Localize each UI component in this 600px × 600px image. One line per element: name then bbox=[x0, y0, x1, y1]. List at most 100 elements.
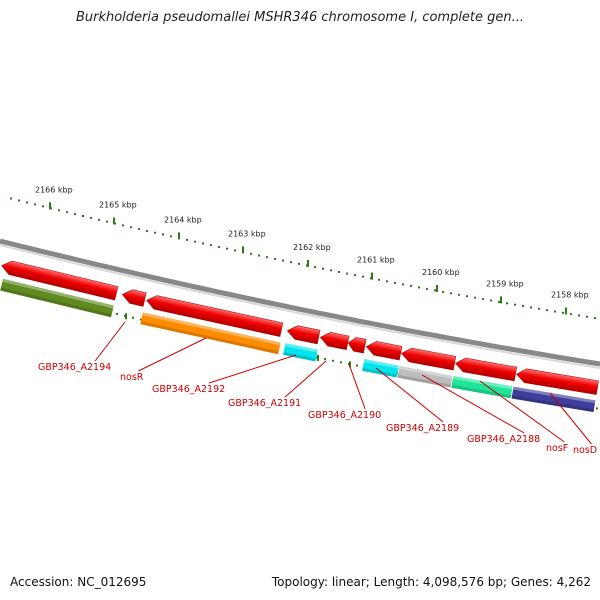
kbp-label: 2163 kbp bbox=[228, 229, 266, 238]
forward-gene-arrow bbox=[516, 368, 599, 395]
scale-dot bbox=[596, 407, 598, 410]
kbp-label: 2162 kbp bbox=[293, 243, 331, 252]
forward-gene-arrow bbox=[347, 337, 367, 354]
scale-dot bbox=[132, 316, 134, 319]
scale-dot bbox=[58, 209, 60, 212]
gene-leader-line bbox=[421, 374, 525, 434]
gene-label: GBP346_A2191 bbox=[228, 398, 301, 409]
forward-gene-arrow bbox=[455, 357, 518, 382]
scale-dot bbox=[146, 229, 148, 232]
gene-label: GBP346_A2190 bbox=[308, 410, 381, 421]
reverse-gene-bar bbox=[140, 312, 281, 355]
scale-dot bbox=[202, 242, 204, 245]
scale-dot bbox=[506, 302, 508, 305]
gene-leader-line bbox=[479, 380, 565, 443]
reverse-gene-bar bbox=[511, 386, 596, 413]
scale-dot bbox=[42, 205, 44, 208]
scale-dot bbox=[530, 306, 532, 309]
kbp-label: 2165 kbp bbox=[99, 201, 137, 210]
forward-gene-arrow bbox=[146, 295, 284, 337]
accession-text: Accession: NC_012695 bbox=[10, 575, 147, 589]
kbp-label: 2158 kbp bbox=[551, 290, 589, 299]
kbp-label: 2160 kbp bbox=[422, 268, 460, 277]
scale-dot bbox=[340, 361, 342, 364]
scale-dot bbox=[274, 257, 276, 260]
reverse-gene-bar bbox=[451, 375, 513, 399]
scale-dot bbox=[474, 296, 476, 299]
scale-dot bbox=[282, 259, 284, 262]
scale-dot bbox=[482, 298, 484, 301]
scale-dot bbox=[538, 307, 540, 310]
kbp-label: 2166 kbp bbox=[35, 185, 73, 194]
scale-dot bbox=[140, 318, 142, 321]
scale-dot bbox=[82, 214, 84, 217]
scale-dot bbox=[546, 309, 548, 312]
scale-dot bbox=[26, 201, 28, 204]
gene-leader-line bbox=[94, 321, 126, 362]
backbone-line bbox=[0, 238, 600, 367]
scale-dot bbox=[116, 312, 118, 315]
scale-dot bbox=[562, 311, 564, 314]
scale-dot bbox=[490, 299, 492, 302]
gene-label: GBP346_A2194 bbox=[38, 362, 111, 373]
scale-dot bbox=[18, 199, 20, 202]
forward-gene-arrow bbox=[365, 341, 403, 361]
gene-label: GBP346_A2192 bbox=[152, 384, 225, 395]
scale-dot bbox=[324, 358, 326, 361]
reverse-gene-bar bbox=[283, 343, 318, 362]
gene-label: nosR bbox=[120, 372, 144, 383]
scale-dot bbox=[322, 267, 324, 270]
scale-dot bbox=[402, 283, 404, 286]
gene-label: nosF bbox=[546, 443, 568, 454]
scale-dot bbox=[210, 244, 212, 247]
scale-dot bbox=[266, 256, 268, 259]
scale-dot bbox=[122, 224, 124, 227]
scale-dot bbox=[194, 240, 196, 243]
scale-dot bbox=[332, 359, 334, 362]
forward-gene-arrow bbox=[319, 332, 350, 351]
scale-dot bbox=[74, 213, 76, 216]
gene-label-group: GBP346_A2194 bbox=[38, 321, 126, 373]
scale-dot bbox=[234, 249, 236, 252]
gene-leader-line bbox=[284, 360, 327, 398]
scale-dot bbox=[90, 216, 92, 219]
scale-dot bbox=[378, 278, 380, 281]
scale-dot bbox=[154, 231, 156, 234]
gene-label: nosD bbox=[573, 445, 597, 456]
scale-dot bbox=[362, 275, 364, 278]
gene-label-group: GBP346_A2189 bbox=[375, 367, 459, 434]
scale-dot bbox=[498, 300, 500, 303]
scale-dot bbox=[426, 287, 428, 290]
forward-gene-arrow bbox=[121, 289, 147, 307]
gene-leader-line bbox=[208, 354, 297, 384]
scale-dot bbox=[356, 364, 358, 367]
scale-dot bbox=[586, 315, 588, 318]
gene-label: GBP346_A2188 bbox=[467, 434, 540, 445]
scale-dot bbox=[218, 245, 220, 248]
scale-dot bbox=[298, 262, 300, 265]
scale-dot bbox=[410, 284, 412, 287]
genome-summary-text: Topology: linear; Length: 4,098,576 bp; … bbox=[271, 575, 591, 589]
scale-dot bbox=[346, 272, 348, 275]
scale-dot bbox=[338, 270, 340, 273]
forward-gene-arrow bbox=[401, 347, 457, 371]
gene-label-group: GBP346_A2190 bbox=[308, 363, 381, 421]
scale-dot bbox=[330, 269, 332, 272]
forward-gene-arrow bbox=[286, 325, 321, 345]
scale-dot bbox=[394, 281, 396, 284]
gene-leader-line bbox=[375, 367, 444, 423]
kbp-label: 2164 kbp bbox=[164, 215, 202, 224]
scale-dot bbox=[442, 290, 444, 293]
gene-label-group: nosD bbox=[549, 392, 597, 456]
gene-label-group: GBP346_A2191 bbox=[228, 360, 327, 409]
scale-dot bbox=[458, 293, 460, 296]
scale-dot bbox=[522, 305, 524, 308]
scale-dot bbox=[138, 228, 140, 231]
reverse-gene-bar bbox=[0, 278, 114, 318]
scale-dot bbox=[570, 313, 572, 316]
scale-dot bbox=[434, 289, 436, 292]
backbone-group bbox=[0, 238, 600, 369]
scale-dot bbox=[514, 303, 516, 306]
scale-dot bbox=[450, 292, 452, 295]
